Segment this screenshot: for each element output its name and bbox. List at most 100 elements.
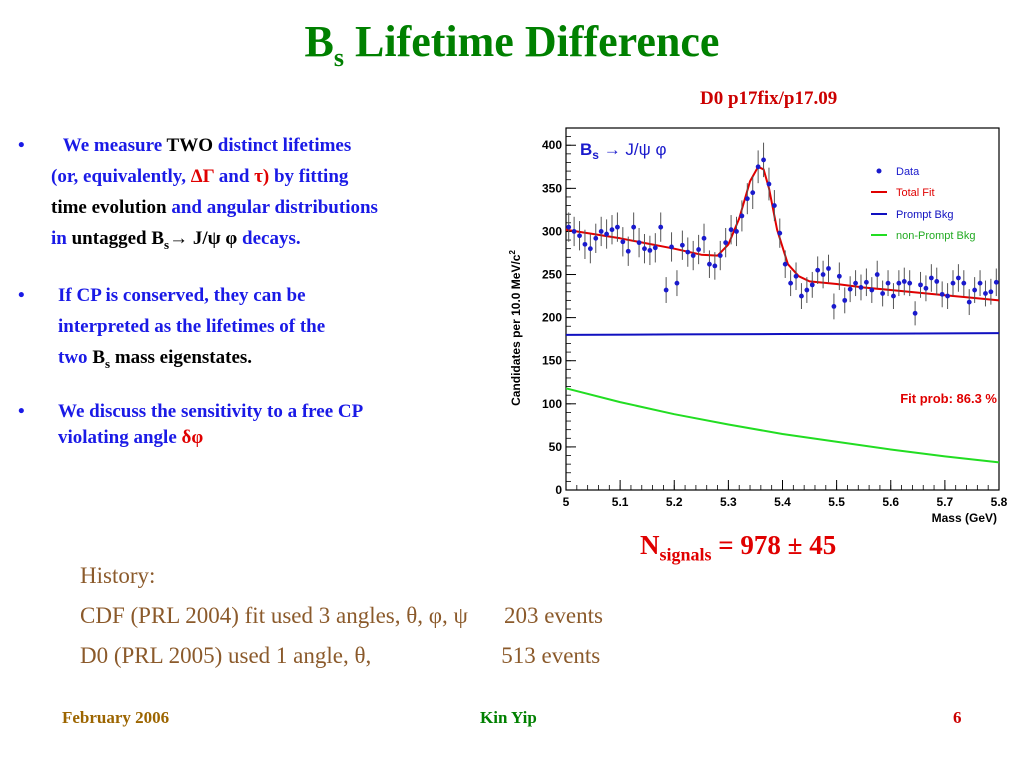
bullet-1-line-1: We measure TWO distinct lifetimes xyxy=(58,130,508,161)
data-point xyxy=(701,235,707,241)
data-point xyxy=(945,293,950,299)
text-segment: δφ xyxy=(181,426,204,448)
footer-page-number: 6 xyxy=(953,708,962,727)
data-point xyxy=(658,224,664,230)
data-point xyxy=(869,287,875,293)
data-point xyxy=(934,279,940,284)
data-point xyxy=(663,287,669,293)
data-point xyxy=(712,263,718,269)
data-point xyxy=(674,280,680,286)
dataset-label: D0 p17fix/p17.09 xyxy=(700,88,838,109)
mass-distribution-chart: 5 5.1 5.2 5.3 5.4 5.5 5.6 5.7 5.8 0 50 100 150 200 250… xyxy=(508,127,1008,525)
text-segment: s xyxy=(164,236,170,252)
signal-count: Nsignals = 978 ± 45 xyxy=(640,530,836,565)
x-tick-label: 5 xyxy=(563,495,570,509)
history-d0-text: D0 (PRL 2005) used 1 angle, θ, xyxy=(80,643,372,668)
text-segment: and angular distributions xyxy=(171,197,378,218)
x-tick-label: 5.5 xyxy=(828,495,845,509)
chart-title: Bs → J/ψ φ xyxy=(580,140,667,162)
data-point xyxy=(577,233,582,239)
text-segment: ΔΓ xyxy=(190,166,214,187)
data-point xyxy=(604,231,609,237)
signal-count-subscript: signals xyxy=(659,544,712,565)
y-tick-label: 400 xyxy=(542,138,562,152)
x-tick-label: 5.7 xyxy=(937,495,954,509)
text-segment: (or, equivalently, xyxy=(51,166,191,187)
axis-ticks: 5 5.1 5.2 5.3 5.4 5.5 5.6 5.7 5.8 0 50 100 150 200 250… xyxy=(542,127,1008,509)
x-tick-label: 5.8 xyxy=(991,495,1008,509)
data-point xyxy=(809,282,815,288)
legend-label-nonprompt: non-Prompt Bkg xyxy=(896,230,975,242)
data-point xyxy=(755,164,761,170)
bullet-1-line-2: (or, equivalently, ΔΓ and τ) by fitting xyxy=(51,161,508,192)
bullet-dot-icon: • xyxy=(18,284,25,306)
data-point xyxy=(880,291,886,296)
data-point xyxy=(707,261,712,267)
text-segment: untagged B xyxy=(71,228,164,249)
data-point xyxy=(777,230,783,236)
data-point xyxy=(782,261,788,267)
data-point xyxy=(885,280,891,286)
footer-author: Kin Yip xyxy=(480,708,537,727)
data-point xyxy=(609,227,615,233)
data-point xyxy=(939,291,945,297)
data-point xyxy=(831,304,837,309)
data-point xyxy=(847,286,853,292)
x-tick-label: 5.6 xyxy=(882,495,899,509)
data-point xyxy=(734,229,739,234)
data-point xyxy=(647,247,653,253)
data-point xyxy=(912,310,918,316)
data-point xyxy=(728,227,734,233)
data-point xyxy=(571,229,577,234)
bullet-2-line-3: two Bs mass eigenstates. xyxy=(58,342,508,379)
data-point xyxy=(961,280,967,286)
data-point xyxy=(685,249,691,255)
data-point xyxy=(918,282,923,288)
data-point xyxy=(631,224,637,230)
history-cdf-text: CDF (PRL 2004) fit used 3 angles, θ, φ, … xyxy=(80,603,468,628)
plot-frame xyxy=(565,127,1000,491)
legend-marker-data xyxy=(876,168,882,174)
data-point xyxy=(815,267,821,273)
y-tick-label: 200 xyxy=(542,311,562,325)
data-point xyxy=(642,246,647,252)
x-axis-label: Mass (GeV) xyxy=(932,511,997,525)
history-section: History: CDF (PRL 2004) fit used 3 angle… xyxy=(80,556,603,676)
chart-legend: Data Total Fit Prompt Bkg non-Prompt Bkg xyxy=(871,166,975,242)
data-point xyxy=(771,203,777,208)
series-line-non-prompt-bkg xyxy=(565,387,1000,464)
bullet-dot-icon: • xyxy=(18,135,25,156)
y-tick-label: 50 xyxy=(549,440,563,454)
text-segment: τ) xyxy=(254,166,270,187)
text-segment: violating angle xyxy=(58,426,182,448)
data-point xyxy=(956,275,961,281)
data-point xyxy=(988,289,994,295)
data-point xyxy=(744,196,750,202)
data-point xyxy=(928,275,934,281)
data-point xyxy=(679,242,685,248)
data-point xyxy=(566,224,572,230)
data-point xyxy=(587,246,593,252)
legend-label-prompt: Prompt Bkg xyxy=(896,209,953,221)
data-point xyxy=(593,235,599,241)
y-tick-label: 100 xyxy=(542,397,562,411)
text-segment: B xyxy=(92,346,105,368)
title-main: B xyxy=(304,17,334,66)
text-segment: TWO xyxy=(166,135,213,156)
data-point xyxy=(826,266,831,271)
history-line-cdf: CDF (PRL 2004) fit used 3 angles, θ, φ, … xyxy=(80,596,603,636)
bullet-2: • If CP is conserved, they can be interp… xyxy=(18,280,508,379)
y-tick-label: 0 xyxy=(555,483,562,497)
data-point xyxy=(950,280,956,286)
data-point xyxy=(858,285,864,290)
history-line-d0: D0 (PRL 2005) used 1 angle, θ, 513 events xyxy=(80,636,603,676)
y-tick-label: 350 xyxy=(542,181,562,195)
data-point xyxy=(966,299,972,305)
data-point xyxy=(896,280,902,286)
data-point xyxy=(993,279,999,285)
page-title: Bs Lifetime Difference xyxy=(0,16,1024,73)
bullet-2-line-2: interpreted as the lifetimes of the xyxy=(58,315,326,337)
y-tick-label: 300 xyxy=(542,224,562,238)
series-line-prompt-bkg xyxy=(565,332,1000,336)
bullet-3: • We discuss the sensitivity to a free C… xyxy=(18,399,508,451)
